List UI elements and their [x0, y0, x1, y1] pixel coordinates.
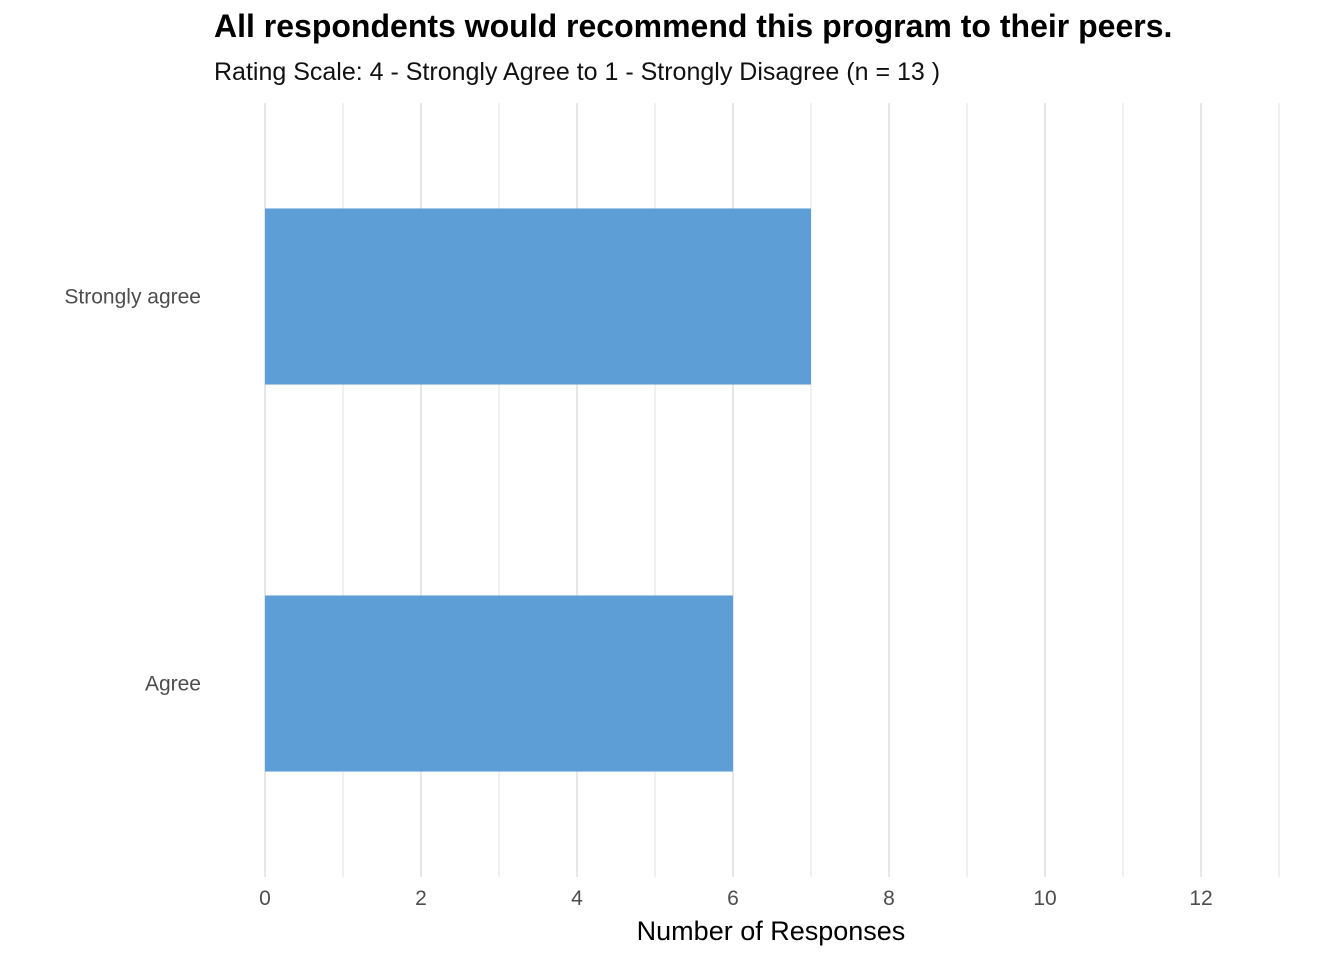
x-axis-label: Number of Responses: [637, 916, 906, 946]
x-tick-label: 4: [571, 887, 583, 910]
bars: [265, 208, 811, 772]
chart-subtitle: Rating Scale: 4 - Strongly Agree to 1 - …: [214, 58, 941, 86]
category-label: Agree: [145, 673, 201, 696]
x-tick-label: 12: [1189, 887, 1212, 910]
x-tick-label: 0: [259, 887, 271, 910]
bar-agree: [265, 595, 733, 772]
bar-strongly-agree: [265, 208, 811, 385]
x-tick-label: 10: [1033, 887, 1056, 910]
x-tick-labels: 0 2 4 6 8 10 12: [259, 887, 1213, 910]
x-tick-label: 8: [883, 887, 895, 910]
x-tick-label: 2: [415, 887, 427, 910]
category-labels: Strongly agree Agree: [64, 286, 201, 696]
x-tick-label: 6: [727, 887, 739, 910]
category-label: Strongly agree: [64, 286, 201, 309]
chart-title: All respondents would recommend this pro…: [214, 8, 1173, 44]
